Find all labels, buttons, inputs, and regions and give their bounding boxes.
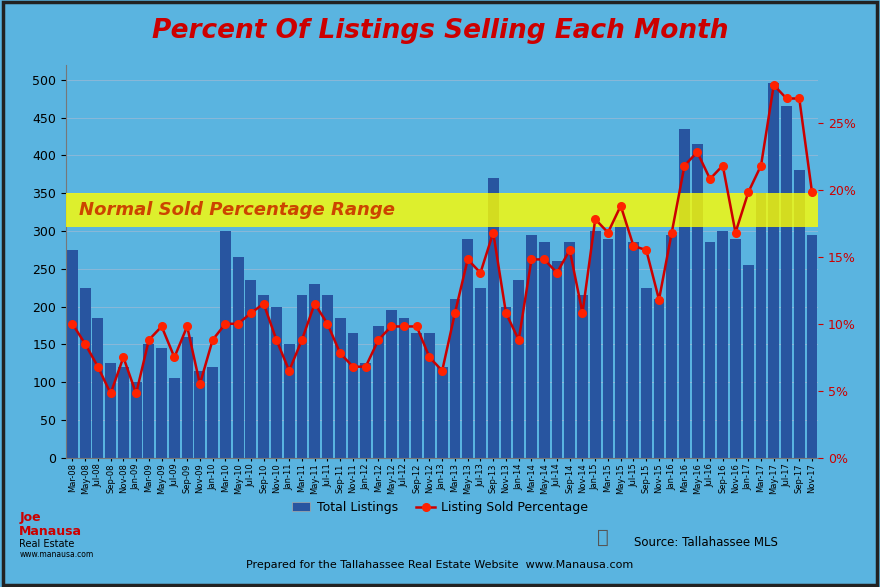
Bar — [552, 261, 562, 458]
Bar — [220, 231, 231, 458]
Bar — [641, 288, 652, 458]
Bar — [590, 231, 601, 458]
Bar — [501, 306, 511, 458]
Bar — [232, 258, 244, 458]
Bar — [297, 295, 307, 458]
Text: 🖐: 🖐 — [597, 528, 609, 546]
Bar — [92, 318, 103, 458]
Text: Normal Sold Percentage Range: Normal Sold Percentage Range — [78, 201, 395, 219]
Bar — [283, 345, 295, 458]
Bar — [692, 144, 702, 458]
Legend: Total Listings, Listing Sold Percentage: Total Listings, Listing Sold Percentage — [287, 496, 593, 519]
Bar — [462, 238, 473, 458]
Bar — [258, 295, 269, 458]
Bar — [705, 242, 715, 458]
Bar — [246, 280, 256, 458]
Bar — [424, 333, 435, 458]
Bar — [66, 193, 818, 227]
Bar — [399, 318, 409, 458]
Text: Joe: Joe — [19, 511, 41, 524]
Bar — [603, 238, 613, 458]
Bar — [157, 348, 167, 458]
Bar — [169, 379, 180, 458]
Bar — [436, 367, 448, 458]
Bar — [207, 367, 218, 458]
Bar — [118, 367, 128, 458]
Bar — [322, 295, 333, 458]
Bar — [360, 363, 371, 458]
Bar — [768, 83, 779, 458]
Text: Manausa: Manausa — [19, 525, 83, 538]
Bar — [730, 238, 741, 458]
Bar — [67, 250, 77, 458]
Bar — [106, 363, 116, 458]
Bar — [743, 265, 753, 458]
Bar — [513, 280, 524, 458]
Bar — [615, 220, 627, 458]
Bar — [526, 235, 537, 458]
Bar — [143, 345, 154, 458]
Text: Real Estate: Real Estate — [19, 539, 75, 549]
Bar — [475, 288, 486, 458]
Bar — [271, 306, 282, 458]
Bar — [488, 178, 499, 458]
Text: Prepared for the Tallahassee Real Estate Website  www.Manausa.com: Prepared for the Tallahassee Real Estate… — [246, 559, 634, 570]
Text: Source: Tallahassee MLS: Source: Tallahassee MLS — [634, 537, 777, 549]
Bar — [807, 235, 818, 458]
Bar — [348, 333, 358, 458]
Bar — [666, 235, 678, 458]
Bar — [450, 299, 460, 458]
Text: Percent Of Listings Selling Each Month: Percent Of Listings Selling Each Month — [151, 18, 729, 44]
Bar — [80, 288, 91, 458]
Bar — [411, 333, 422, 458]
Bar — [577, 295, 588, 458]
Bar — [628, 242, 639, 458]
Bar — [781, 106, 792, 458]
Bar — [182, 337, 193, 458]
Bar — [564, 242, 576, 458]
Bar — [539, 242, 550, 458]
Bar — [334, 318, 346, 458]
Bar — [309, 284, 320, 458]
Bar — [131, 382, 142, 458]
Bar — [373, 326, 384, 458]
Bar — [794, 170, 804, 458]
Bar — [194, 371, 205, 458]
Text: www.manausa.com: www.manausa.com — [19, 550, 93, 559]
Bar — [756, 193, 766, 458]
Bar — [717, 231, 728, 458]
Bar — [385, 311, 397, 458]
Bar — [654, 299, 664, 458]
Bar — [679, 129, 690, 458]
